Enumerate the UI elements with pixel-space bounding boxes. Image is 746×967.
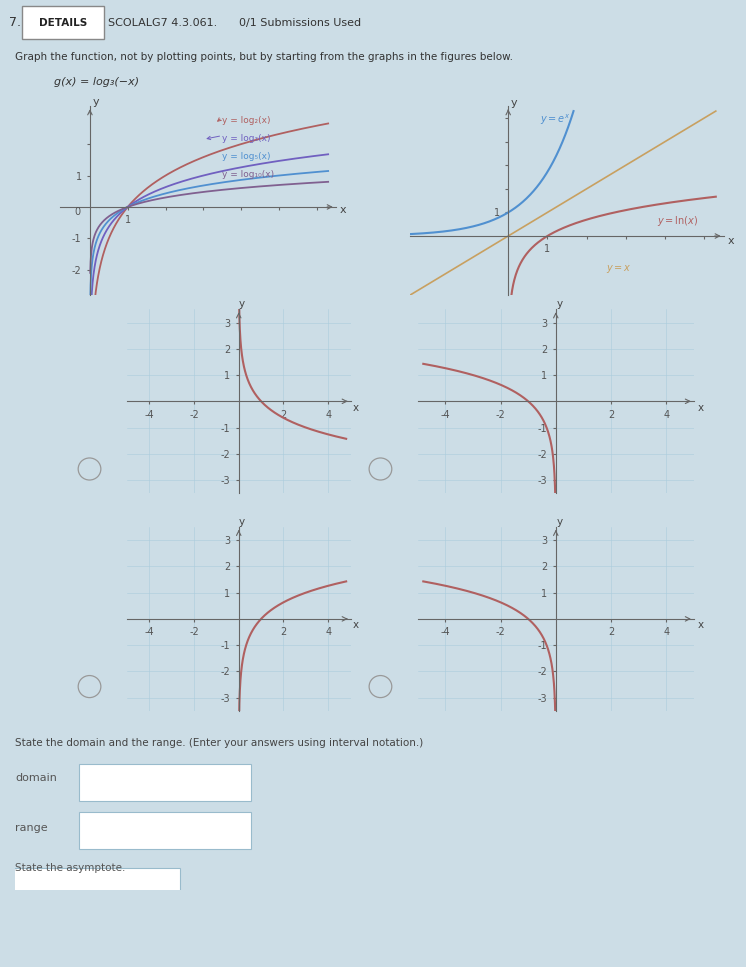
Text: y = log₂(x): y = log₂(x) [222, 116, 271, 125]
Text: domain: domain [15, 774, 57, 783]
FancyBboxPatch shape [22, 7, 104, 39]
Text: x: x [353, 621, 360, 630]
FancyBboxPatch shape [79, 764, 251, 802]
Text: g(x) = log₃(−x): g(x) = log₃(−x) [54, 77, 140, 87]
Text: y: y [557, 299, 563, 309]
Text: y = log₁₀(x): y = log₁₀(x) [222, 170, 275, 180]
Text: y: y [93, 97, 99, 106]
Text: $y = e^x$: $y = e^x$ [539, 112, 570, 127]
Text: y: y [239, 516, 245, 527]
Text: $y = x$: $y = x$ [606, 263, 632, 276]
Text: y: y [557, 516, 563, 527]
Text: y: y [239, 299, 245, 309]
Text: State the domain and the range. (Enter your answers using interval notation.): State the domain and the range. (Enter y… [15, 738, 423, 748]
Text: range: range [15, 823, 48, 833]
Text: x: x [698, 621, 703, 630]
Text: y = log₅(x): y = log₅(x) [222, 152, 271, 161]
FancyBboxPatch shape [79, 812, 251, 849]
Text: x: x [353, 403, 360, 413]
Text: x: x [728, 236, 735, 246]
Text: x: x [698, 403, 703, 413]
Text: State the asymptote.: State the asymptote. [15, 864, 125, 873]
Text: $y = \ln(x)$: $y = \ln(x)$ [657, 215, 698, 228]
Text: 7.: 7. [9, 16, 21, 29]
FancyBboxPatch shape [7, 868, 180, 892]
Text: 0: 0 [75, 207, 81, 217]
Text: y: y [511, 98, 518, 108]
Text: DETAILS: DETAILS [40, 17, 87, 28]
Text: x: x [340, 205, 347, 215]
Text: y = log₃(x): y = log₃(x) [222, 134, 271, 143]
Text: SCOLALG7 4.3.061.: SCOLALG7 4.3.061. [108, 17, 217, 28]
Text: 0/1 Submissions Used: 0/1 Submissions Used [239, 17, 361, 28]
Text: Graph the function, not by plotting points, but by starting from the graphs in t: Graph the function, not by plotting poin… [15, 52, 513, 63]
